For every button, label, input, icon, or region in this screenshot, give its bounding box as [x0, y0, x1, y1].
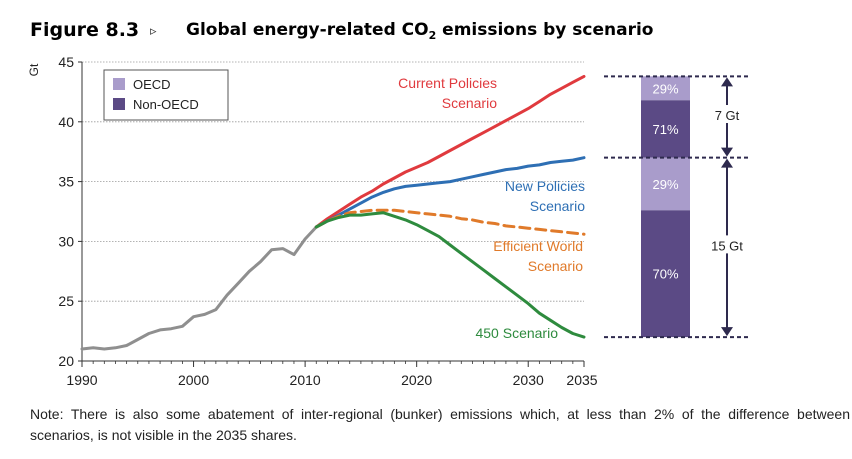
side-bar: 29% 71% 29% 70% 7 Gt 15 Gt — [604, 75, 750, 339]
series-label-new-policies-scenario-line-1: Scenario — [530, 198, 585, 214]
figure-title-main: Global energy-related CO — [186, 20, 429, 40]
series-line-current-policies-scenario — [314, 74, 586, 229]
chart: Figure 8.3 ▹ Global energy-related CO2 e… — [27, 19, 750, 388]
y-tick-label-45: 45 — [58, 54, 74, 70]
gap-label-0: 7 Gt — [715, 108, 740, 123]
series-label-efficient-world-scenario-line-0: Efficient World — [493, 238, 583, 254]
legend-swatch-non-oecd — [113, 98, 125, 110]
side-bar-share-0-non-oecd: 71% — [652, 122, 678, 137]
series-layer — [80, 74, 586, 351]
side-bar-segment-0-oecd — [641, 76, 690, 101]
x-tick-label-2020: 2020 — [401, 372, 432, 388]
y-tick-label-40: 40 — [58, 114, 74, 130]
gap-label-1: 15 Gt — [711, 238, 743, 253]
figure-title-rest: emissions by scenario — [436, 20, 653, 40]
gap-label-bg-0 — [709, 105, 745, 124]
side-bar-segment-0-non-oecd — [641, 100, 690, 158]
figure-title: Global energy-related CO2 emissions by s… — [186, 20, 653, 42]
legend: OECD Non-OECD — [103, 69, 229, 121]
figure-number: Figure 8.3 — [30, 19, 139, 41]
gap-label-bg-1 — [709, 235, 745, 254]
series-label-current-policies-scenario-line-1: Scenario — [442, 95, 497, 111]
side-bar-share-0-oecd: 29% — [652, 81, 678, 96]
y-axis-unit: Gt — [27, 63, 41, 76]
x-tick-label-2000: 2000 — [178, 372, 209, 388]
series-line-efficient-world-scenario — [314, 208, 586, 236]
side-bar-segment-1-non-oecd — [641, 210, 690, 338]
gap-arrow-head-down-1 — [721, 327, 733, 337]
y-tick-label-35: 35 — [58, 174, 74, 190]
side-bar-share-1-non-oecd: 70% — [652, 267, 678, 282]
series-labels: Current Policies Scenario New Policies Scen… — [398, 75, 585, 341]
legend-label-non-oecd: Non-OECD — [133, 97, 199, 112]
note-text: Note: There is also some abatement of in… — [30, 406, 850, 443]
gap-arrow-head-up-0 — [721, 77, 733, 87]
side-bar-segment-1-oecd — [641, 157, 690, 211]
legend-label-oecd: OECD — [133, 77, 171, 92]
y-tick-label-20: 20 — [58, 353, 74, 369]
series-label-new-policies-scenario-line-0: New Policies — [505, 178, 585, 194]
axes: 20 25 30 35 40 45 1990 2000 2010 2020 2030 2035 — [58, 54, 597, 388]
series-label-efficient-world-scenario-line-1: Scenario — [528, 258, 583, 274]
gridlines — [82, 61, 584, 302]
series-line-historical — [80, 225, 318, 351]
y-tick-label-30: 30 — [58, 233, 74, 249]
figure-title-subscript: 2 — [429, 29, 437, 42]
legend-swatch-oecd — [113, 78, 125, 90]
series-line-450-scenario — [314, 211, 586, 339]
y-tick-label-25: 25 — [58, 293, 74, 309]
series-line-new-policies-scenario — [314, 156, 586, 229]
gap-arrow-head-up-1 — [721, 158, 733, 168]
side-bar-share-1-oecd: 29% — [652, 177, 678, 192]
series-label-current-policies-scenario-line-0: Current Policies — [398, 75, 497, 91]
x-tick-label-1990: 1990 — [66, 372, 97, 388]
gap-arrow-head-down-0 — [721, 147, 733, 157]
series-label-450-scenario-line-0: 450 Scenario — [475, 325, 558, 341]
triangle-marker-icon: ▹ — [150, 23, 157, 38]
x-tick-label-2035: 2035 — [566, 372, 597, 388]
legend-box — [103, 69, 229, 121]
x-tick-label-2010: 2010 — [290, 372, 321, 388]
x-tick-label-2030: 2030 — [513, 372, 544, 388]
